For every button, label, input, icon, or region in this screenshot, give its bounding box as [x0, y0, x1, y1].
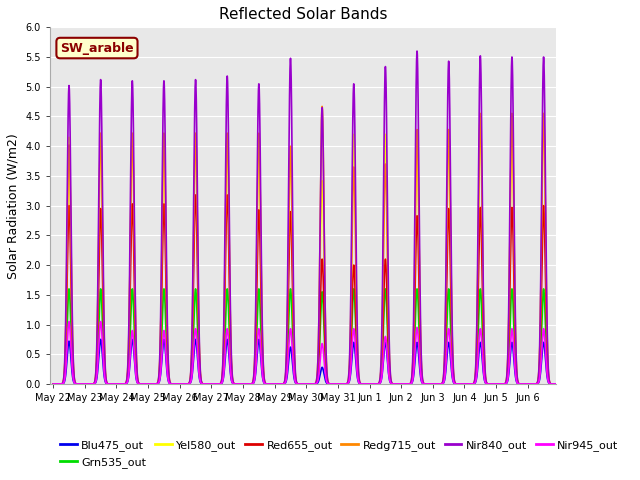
Grn535_out	[65, 286, 73, 292]
Nir945_out	[154, 381, 162, 386]
Yel580_out	[556, 381, 563, 387]
Yel580_out	[154, 379, 162, 384]
Nir840_out	[483, 380, 491, 386]
Red655_out	[49, 381, 57, 387]
Nir945_out	[483, 381, 491, 387]
Grn535_out	[49, 381, 57, 387]
Nir840_out	[470, 380, 477, 386]
Text: SW_arable: SW_arable	[60, 42, 134, 55]
Line: Nir945_out: Nir945_out	[53, 322, 559, 384]
Redg715_out	[352, 267, 360, 273]
Blu475_out	[483, 381, 491, 387]
Red655_out	[483, 381, 491, 386]
Nir945_out	[65, 319, 73, 324]
Redg715_out	[470, 381, 477, 386]
Red655_out	[470, 381, 477, 386]
Grn535_out	[556, 381, 563, 387]
Yel580_out	[470, 381, 477, 386]
Redg715_out	[445, 128, 452, 134]
Redg715_out	[318, 104, 326, 109]
Yel580_out	[540, 110, 547, 116]
Blu475_out	[325, 381, 333, 387]
Nir945_out	[49, 381, 57, 387]
Line: Grn535_out: Grn535_out	[53, 289, 559, 384]
Grn535_out	[325, 381, 333, 387]
Nir945_out	[556, 381, 563, 387]
Blu475_out	[352, 359, 360, 365]
Nir840_out	[556, 381, 563, 387]
Blu475_out	[445, 340, 452, 346]
Legend: Blu475_out, Grn535_out, Yel580_out, Red655_out, Redg715_out, Nir840_out, Nir945_: Blu475_out, Grn535_out, Yel580_out, Red6…	[56, 436, 623, 472]
Nir945_out	[325, 381, 333, 387]
Nir945_out	[470, 381, 477, 387]
Redg715_out	[325, 381, 333, 386]
Yel580_out	[49, 381, 57, 387]
Nir840_out	[352, 213, 360, 218]
Redg715_out	[49, 381, 57, 387]
Nir840_out	[325, 380, 333, 386]
Blu475_out	[154, 381, 162, 386]
Grn535_out	[352, 331, 360, 337]
Nir840_out	[413, 48, 421, 54]
Red655_out	[325, 381, 333, 386]
Redg715_out	[556, 381, 563, 387]
Red655_out	[352, 319, 360, 324]
Blu475_out	[556, 381, 563, 387]
Blu475_out	[49, 381, 57, 387]
Y-axis label: Solar Radiation (W/m2): Solar Radiation (W/m2)	[7, 133, 20, 278]
Red655_out	[154, 379, 162, 385]
Yel580_out	[325, 381, 333, 386]
Line: Redg715_out: Redg715_out	[53, 107, 559, 384]
Line: Red655_out: Red655_out	[53, 195, 559, 384]
Red655_out	[556, 381, 563, 387]
Nir840_out	[445, 60, 452, 66]
Nir945_out	[352, 352, 360, 358]
Grn535_out	[445, 287, 452, 292]
Title: Reflected Solar Bands: Reflected Solar Bands	[219, 7, 387, 22]
Redg715_out	[154, 379, 162, 384]
Grn535_out	[483, 381, 491, 386]
Grn535_out	[470, 381, 477, 387]
Nir840_out	[154, 378, 162, 384]
Blu475_out	[470, 381, 477, 387]
Nir945_out	[445, 326, 452, 332]
Grn535_out	[154, 380, 162, 386]
Line: Yel580_out: Yel580_out	[53, 113, 559, 384]
Redg715_out	[483, 380, 491, 386]
Red655_out	[445, 207, 452, 213]
Line: Nir840_out: Nir840_out	[53, 51, 559, 384]
Line: Blu475_out: Blu475_out	[53, 339, 559, 384]
Blu475_out	[97, 336, 104, 342]
Nir840_out	[49, 381, 57, 387]
Red655_out	[192, 192, 200, 198]
Yel580_out	[352, 241, 360, 247]
Yel580_out	[445, 132, 452, 137]
Yel580_out	[483, 380, 490, 386]
